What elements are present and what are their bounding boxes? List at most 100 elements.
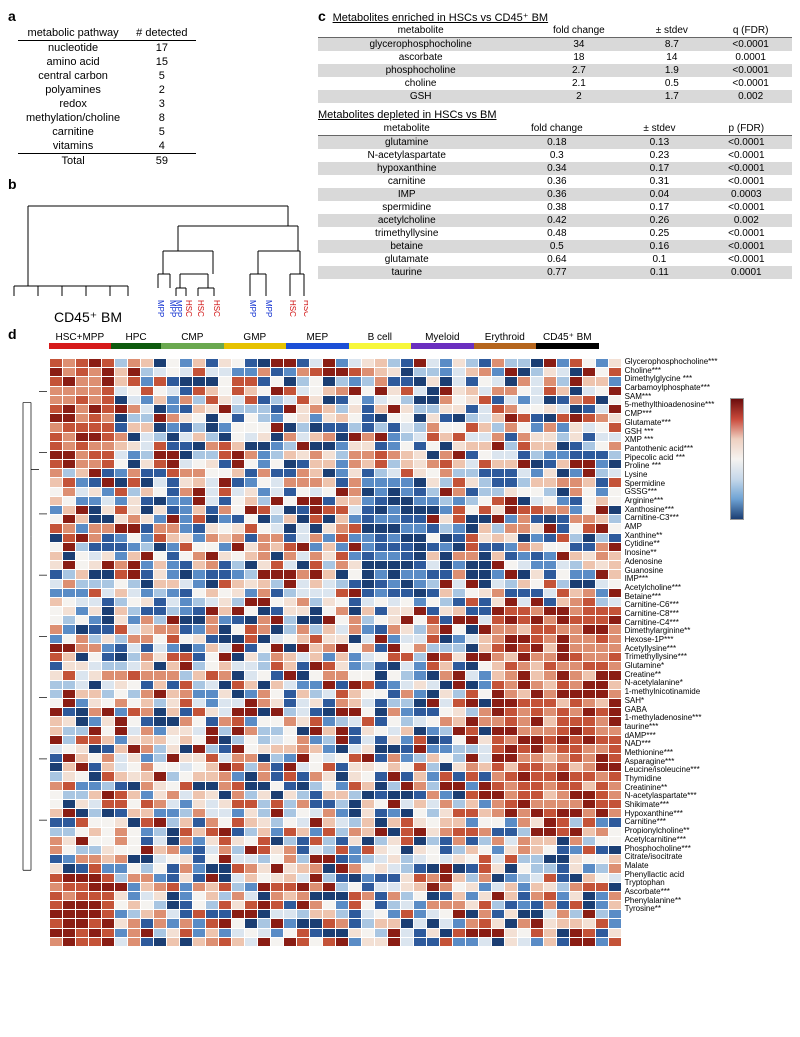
- heat-cell: [582, 460, 595, 469]
- heat-cell: [114, 643, 127, 652]
- heat-cell: [504, 423, 517, 432]
- heat-cell: [62, 377, 75, 386]
- heat-cell: [413, 515, 426, 524]
- heat-cell: [374, 827, 387, 836]
- heat-cell: [530, 689, 543, 698]
- heat-cell: [569, 790, 582, 799]
- heat-cell: [75, 643, 88, 652]
- heat-cell: [88, 873, 101, 882]
- group-label: HSC+MPP: [56, 332, 105, 343]
- heat-cell: [504, 901, 517, 910]
- heat-cell: [283, 772, 296, 781]
- heat-cell: [231, 616, 244, 625]
- heat-cell: [400, 634, 413, 643]
- heat-cell: [530, 478, 543, 487]
- heat-cell: [114, 864, 127, 873]
- heat-cell: [530, 570, 543, 579]
- heat-cell: [387, 524, 400, 533]
- heat-cell: [556, 588, 569, 597]
- heat-cell: [335, 754, 348, 763]
- heat-cell: [166, 845, 179, 854]
- heat-cell: [49, 496, 62, 505]
- heat-cell: [322, 359, 335, 368]
- heat-cell: [231, 809, 244, 818]
- enriched-title: Metabolites enriched in HSCs vs CD45⁺ BM: [333, 12, 549, 24]
- heat-cell: [348, 377, 361, 386]
- heat-cell: [517, 937, 530, 946]
- heat-cell: [231, 901, 244, 910]
- heat-cell: [374, 643, 387, 652]
- heat-cell: [127, 561, 140, 570]
- heat-cell: [595, 781, 608, 790]
- heat-cell: [478, 873, 491, 882]
- heat-cell: [504, 404, 517, 413]
- heat-cell: [127, 873, 140, 882]
- heat-cell: [608, 432, 621, 441]
- heat-cell: [75, 450, 88, 459]
- heat-cell: [413, 643, 426, 652]
- heat-cell: [88, 441, 101, 450]
- heat-cell: [426, 845, 439, 854]
- heat-cell: [231, 754, 244, 763]
- heat-cell: [75, 368, 88, 377]
- heat-cell: [374, 653, 387, 662]
- heat-cell: [491, 726, 504, 735]
- heat-cell: [153, 506, 166, 515]
- heat-cell: [192, 368, 205, 377]
- heat-cell: [465, 827, 478, 836]
- heat-cell: [556, 533, 569, 542]
- heat-cell: [361, 689, 374, 698]
- heat-cell: [179, 487, 192, 496]
- heat-cell: [283, 653, 296, 662]
- heat-cell: [114, 763, 127, 772]
- heat-cell: [140, 404, 153, 413]
- heat-cell: [218, 551, 231, 560]
- heat-cell: [517, 818, 530, 827]
- heat-cell: [205, 561, 218, 570]
- heat-cell: [595, 744, 608, 753]
- heat-cell: [491, 432, 504, 441]
- heat-cell: [179, 414, 192, 423]
- heat-cell: [400, 689, 413, 698]
- heat-cell: [361, 377, 374, 386]
- heat-cell: [296, 864, 309, 873]
- heat-cell: [348, 698, 361, 707]
- heat-cell: [582, 404, 595, 413]
- heat-cell: [426, 460, 439, 469]
- heat-cell: [465, 359, 478, 368]
- heat-cell: [283, 754, 296, 763]
- heat-cell: [192, 662, 205, 671]
- heat-cell: [517, 772, 530, 781]
- heat-cell: [413, 570, 426, 579]
- heat-cell: [543, 781, 556, 790]
- heat-cell: [608, 487, 621, 496]
- heat-cell: [530, 625, 543, 634]
- heat-cell: [504, 662, 517, 671]
- heat-cell: [309, 717, 322, 726]
- heat-cell: [62, 809, 75, 818]
- heat-cell: [335, 845, 348, 854]
- heat-cell: [192, 818, 205, 827]
- heat-cell: [556, 441, 569, 450]
- heat-cell: [491, 662, 504, 671]
- heat-cell: [270, 845, 283, 854]
- heat-cell: [127, 708, 140, 717]
- heat-cell: [153, 533, 166, 542]
- heat-cell: [478, 763, 491, 772]
- heat-cell: [387, 515, 400, 524]
- heat-cell: [153, 937, 166, 946]
- heat-cell: [530, 717, 543, 726]
- heat-cell: [504, 643, 517, 652]
- heat-cell: [244, 395, 257, 404]
- heat-cell: [556, 680, 569, 689]
- heat-cell: [335, 524, 348, 533]
- heat-cell: [582, 515, 595, 524]
- heat-cell: [192, 643, 205, 652]
- heat-cell: [556, 882, 569, 891]
- heat-cell: [296, 551, 309, 560]
- heat-cell: [569, 450, 582, 459]
- heat-cell: [504, 395, 517, 404]
- heat-cell: [114, 919, 127, 928]
- heat-cell: [413, 901, 426, 910]
- heat-cell: [426, 910, 439, 919]
